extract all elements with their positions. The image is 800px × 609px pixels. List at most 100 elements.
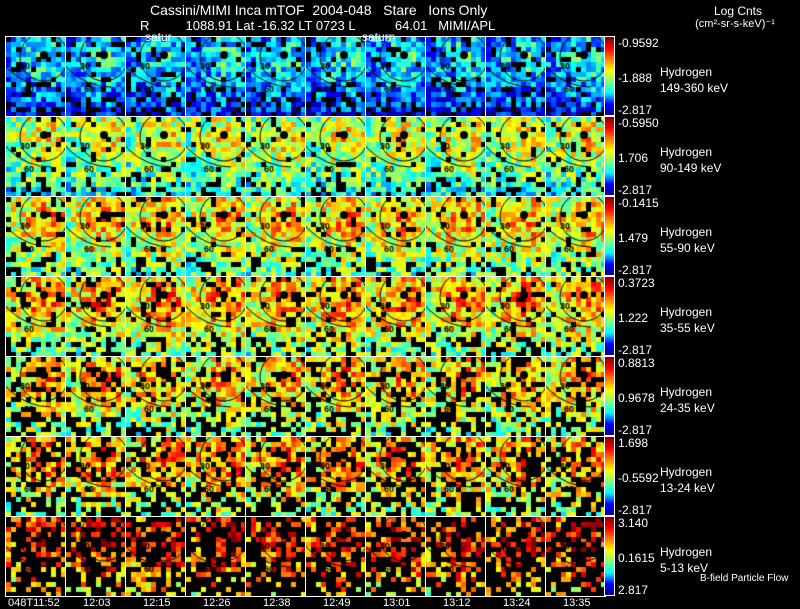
colorbar-min-label: -2.817 — [618, 503, 653, 517]
heatmap-cells — [6, 197, 65, 276]
colorbar-min-label: -2.817 — [618, 103, 653, 117]
heatmap-cells — [366, 277, 425, 356]
time-tick-label: 13:35 — [563, 597, 591, 609]
heatmap-cells — [306, 517, 365, 596]
heatmap-cells — [366, 197, 425, 276]
image-panel — [185, 276, 246, 357]
image-panel — [245, 356, 306, 437]
heatmap-cells — [306, 277, 365, 356]
heatmap-cells — [426, 437, 485, 516]
heatmap-cells — [186, 277, 245, 356]
colorbar-title: Log Cnts — [713, 4, 763, 18]
heatmap-cells — [306, 197, 365, 276]
image-panel — [305, 356, 366, 437]
image-panel — [125, 436, 186, 517]
colorbar — [604, 116, 615, 196]
heatmap-cells — [546, 277, 605, 356]
heatmap-cells — [486, 277, 545, 356]
heatmap-cells — [126, 437, 185, 516]
heatmap-cells — [246, 517, 305, 596]
colorbar — [604, 276, 615, 356]
image-panel — [245, 36, 306, 117]
heatmap-cells — [486, 37, 545, 116]
heatmap-cells — [546, 117, 605, 196]
image-panel — [245, 116, 306, 197]
heatmap-cells — [486, 197, 545, 276]
image-panel — [305, 436, 366, 517]
energy-range-label: 24-35 keV — [660, 401, 715, 415]
heatmap-cells — [426, 197, 485, 276]
image-panel — [545, 36, 606, 117]
image-panel — [245, 276, 306, 357]
species-label: Hydrogen — [660, 305, 713, 319]
colorbar-mid-label: 0.1615 — [618, 551, 655, 565]
image-panel — [365, 276, 426, 357]
heatmap-cells — [246, 117, 305, 196]
image-panel — [305, 516, 366, 597]
heatmap-cells — [186, 437, 245, 516]
image-panel — [425, 276, 486, 357]
image-panel — [185, 516, 246, 597]
image-panel — [425, 196, 486, 277]
image-panel — [485, 276, 546, 357]
image-panel — [545, 116, 606, 197]
heatmap-cells — [246, 37, 305, 116]
image-panel — [545, 516, 606, 597]
image-panel — [425, 516, 486, 597]
species-label: Hydrogen — [660, 545, 713, 559]
species-label: Hydrogen — [660, 65, 713, 79]
colorbar — [604, 516, 615, 596]
heatmap-cells — [246, 277, 305, 356]
image-panel — [65, 436, 126, 517]
energy-range-label: 90-149 keV — [660, 161, 722, 175]
heatmap-cells — [546, 197, 605, 276]
colorbar-max-label: -0.5950 — [618, 116, 659, 130]
heatmap-cells — [6, 37, 65, 116]
image-panel — [125, 516, 186, 597]
image-panel — [305, 36, 366, 117]
species-label: Hydrogen — [660, 385, 713, 399]
colorbar-max-label: 3.140 — [618, 516, 649, 530]
image-panel — [65, 36, 126, 117]
image-panel — [365, 36, 426, 117]
time-tick-label: 12:15 — [143, 597, 171, 609]
colorbar-max-label: -0.1415 — [618, 196, 659, 210]
image-panel — [125, 356, 186, 437]
heatmap-cells — [366, 37, 425, 116]
colorbar-min-label: 2.817 — [618, 583, 649, 597]
plot-title: Cassini/MIMI Inca mTOF 2004-048 Stare Io… — [150, 2, 488, 18]
energy-range-label: 35-55 keV — [660, 321, 715, 335]
heatmap-cells — [246, 437, 305, 516]
heatmap-cells — [66, 437, 125, 516]
image-panel — [425, 116, 486, 197]
heatmap-cells — [186, 357, 245, 436]
image-panel — [185, 356, 246, 437]
image-panel — [365, 516, 426, 597]
heatmap-cells — [546, 357, 605, 436]
image-panel — [5, 356, 66, 437]
energy-band-label: Hydrogen 5-13 keV — [660, 544, 712, 576]
image-panel — [125, 36, 186, 117]
energy-range-label: 5-13 keV — [660, 561, 709, 575]
image-panel — [5, 116, 66, 197]
heatmap-cells — [6, 117, 65, 196]
energy-band-label: Hydrogen 90-149 keV — [660, 144, 721, 176]
colorbar — [604, 356, 615, 436]
image-panel — [425, 36, 486, 117]
colorbar-mid-label: 1.479 — [618, 231, 649, 245]
energy-band-label: Hydrogen 24-35 keV — [660, 384, 715, 416]
image-panel — [245, 516, 306, 597]
energy-band-label: Hydrogen 149-360 keV — [660, 64, 728, 96]
time-tick-label: 048T11:52 — [8, 597, 60, 609]
saturn-label: satur — [145, 30, 172, 44]
image-panel — [65, 356, 126, 437]
heatmap-cells — [66, 37, 125, 116]
image-panel — [65, 276, 126, 357]
energy-band-label: Hydrogen 35-55 keV — [660, 304, 715, 336]
heatmap-cells — [486, 117, 545, 196]
image-panel — [65, 196, 126, 277]
heatmap-cells — [6, 357, 65, 436]
heatmap-cells — [126, 37, 185, 116]
image-panel — [185, 436, 246, 517]
time-tick-label: 13:24 — [503, 597, 531, 609]
